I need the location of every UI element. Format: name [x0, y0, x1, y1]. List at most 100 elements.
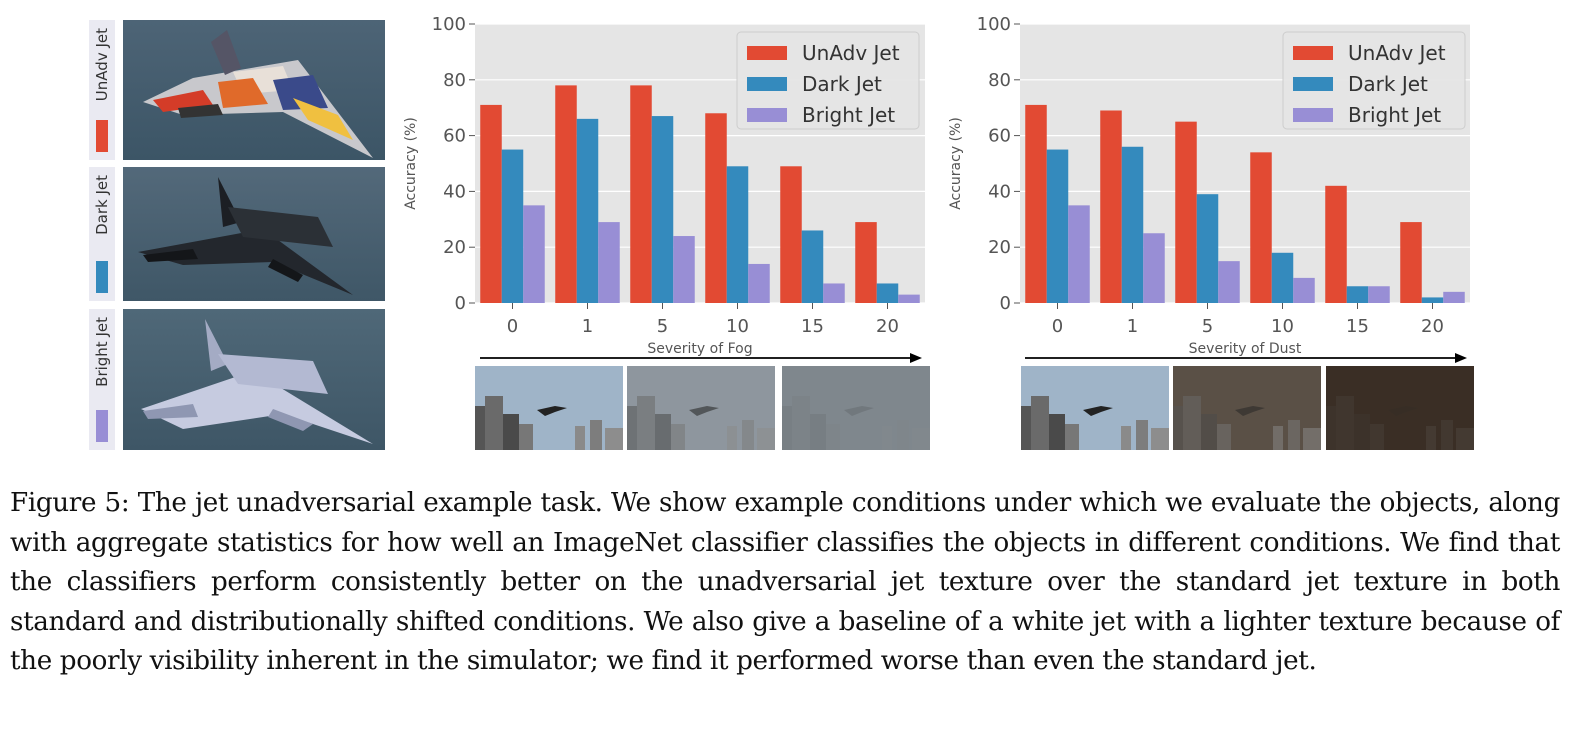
jet-row-dark: Dark Jet	[89, 167, 385, 301]
y-tick-label: 40	[988, 181, 1011, 202]
bar	[1143, 233, 1165, 303]
arrow-head	[910, 353, 922, 363]
legend-label: Bright Jet	[802, 103, 895, 127]
bar	[780, 166, 802, 303]
bar	[1346, 286, 1369, 303]
legend-label: Dark Jet	[802, 72, 882, 96]
legend-swatch	[747, 46, 787, 60]
legend-label: Bright Jet	[1348, 103, 1441, 127]
bar	[1068, 205, 1090, 303]
bar	[630, 85, 652, 303]
x-tick-label: 5	[657, 316, 668, 337]
bar	[1046, 149, 1069, 303]
legend-swatch	[747, 77, 787, 91]
legend-label: Dark Jet	[1348, 72, 1428, 96]
heavy-fog-thumbnail	[782, 366, 930, 450]
bar	[1400, 222, 1422, 303]
x-tick-label: 15	[1346, 316, 1369, 337]
bar	[1271, 252, 1294, 303]
y-tick-label: 0	[1000, 293, 1011, 314]
x-tick-label: 1	[582, 316, 593, 337]
y-tick-label: 60	[988, 126, 1011, 147]
x-tick-label: 20	[876, 316, 899, 337]
figure: UnAdv Jet	[89, 14, 1474, 450]
bar	[651, 116, 674, 303]
bar	[598, 222, 620, 303]
jet-row-bright: Bright Jet	[89, 309, 385, 450]
legend-swatch	[747, 108, 787, 122]
bar	[1368, 286, 1390, 303]
bar	[748, 263, 770, 303]
bar	[876, 283, 899, 303]
jet-row-unadv: UnAdv Jet	[89, 20, 385, 160]
bar	[1196, 194, 1219, 303]
x-tick-label: 1	[1127, 316, 1138, 337]
legend-swatch	[96, 120, 108, 152]
bar	[1293, 277, 1315, 303]
x-axis-label: Severity of Fog	[647, 341, 752, 357]
bright-jet-photo	[123, 309, 385, 450]
bar	[555, 85, 577, 303]
x-tick-label: 20	[1421, 316, 1444, 337]
bar	[1325, 185, 1347, 303]
y-tick-label: 20	[443, 237, 466, 258]
legend-swatch	[1293, 108, 1333, 122]
legend-label: UnAdv Jet	[802, 41, 900, 65]
chart-legend: UnAdv Jet Dark Jet Bright Jet	[1282, 31, 1466, 130]
moderate-fog-thumbnail	[627, 366, 775, 450]
x-tick-label: 10	[1271, 316, 1294, 337]
bar	[1443, 291, 1465, 303]
y-tick-label: 80	[443, 70, 466, 91]
legend-swatch	[1293, 46, 1333, 60]
dark-jet-photo	[123, 167, 385, 301]
bar	[1218, 261, 1240, 303]
jet-label-tag: UnAdv Jet	[89, 20, 115, 160]
bar	[523, 205, 545, 303]
y-axis-label: Accuracy (%)	[403, 117, 419, 210]
chart-legend: UnAdv Jet Dark Jet Bright Jet	[736, 31, 920, 130]
bar	[576, 118, 599, 303]
legend-label: UnAdv Jet	[1348, 41, 1446, 65]
clear-sky-thumbnail	[1021, 366, 1169, 450]
jet-label-tag: Dark Jet	[89, 167, 115, 301]
bar	[1421, 297, 1444, 303]
bar	[501, 149, 524, 303]
y-tick-label: 20	[988, 237, 1011, 258]
figure-caption: Figure 5: The jet unadversarial example …	[10, 488, 1560, 676]
bar	[801, 230, 824, 303]
arrow-head	[1455, 353, 1467, 363]
y-axis-label: Accuracy (%)	[948, 117, 964, 210]
bar	[705, 113, 727, 303]
legend-swatch	[96, 410, 108, 442]
legend-swatch	[96, 261, 108, 293]
colorful-jet-photo	[123, 20, 385, 160]
bar	[480, 104, 502, 303]
y-tick-label: 100	[977, 14, 1011, 35]
bar	[1250, 152, 1272, 303]
y-tick-label: 60	[443, 126, 466, 147]
y-tick-label: 40	[443, 181, 466, 202]
x-tick-label: 10	[726, 316, 749, 337]
moderate-dust-thumbnail	[1173, 366, 1321, 450]
heavy-dust-thumbnail	[1326, 366, 1474, 450]
bar	[673, 236, 695, 303]
bar	[855, 222, 877, 303]
x-tick-label: 5	[1202, 316, 1213, 337]
y-tick-label: 80	[988, 70, 1011, 91]
bar	[823, 283, 845, 303]
clear-sky-thumbnail	[475, 366, 623, 450]
y-tick-label: 0	[455, 293, 466, 314]
bar	[1121, 146, 1144, 303]
bar	[1100, 110, 1122, 304]
bar	[726, 166, 749, 303]
x-axis-label: Severity of Dust	[1189, 341, 1302, 357]
x-tick-label: 0	[507, 316, 518, 337]
legend-swatch	[1293, 77, 1333, 91]
x-tick-label: 15	[801, 316, 824, 337]
bar	[1025, 104, 1047, 303]
x-tick-label: 0	[1052, 316, 1063, 337]
bar	[1175, 121, 1197, 304]
